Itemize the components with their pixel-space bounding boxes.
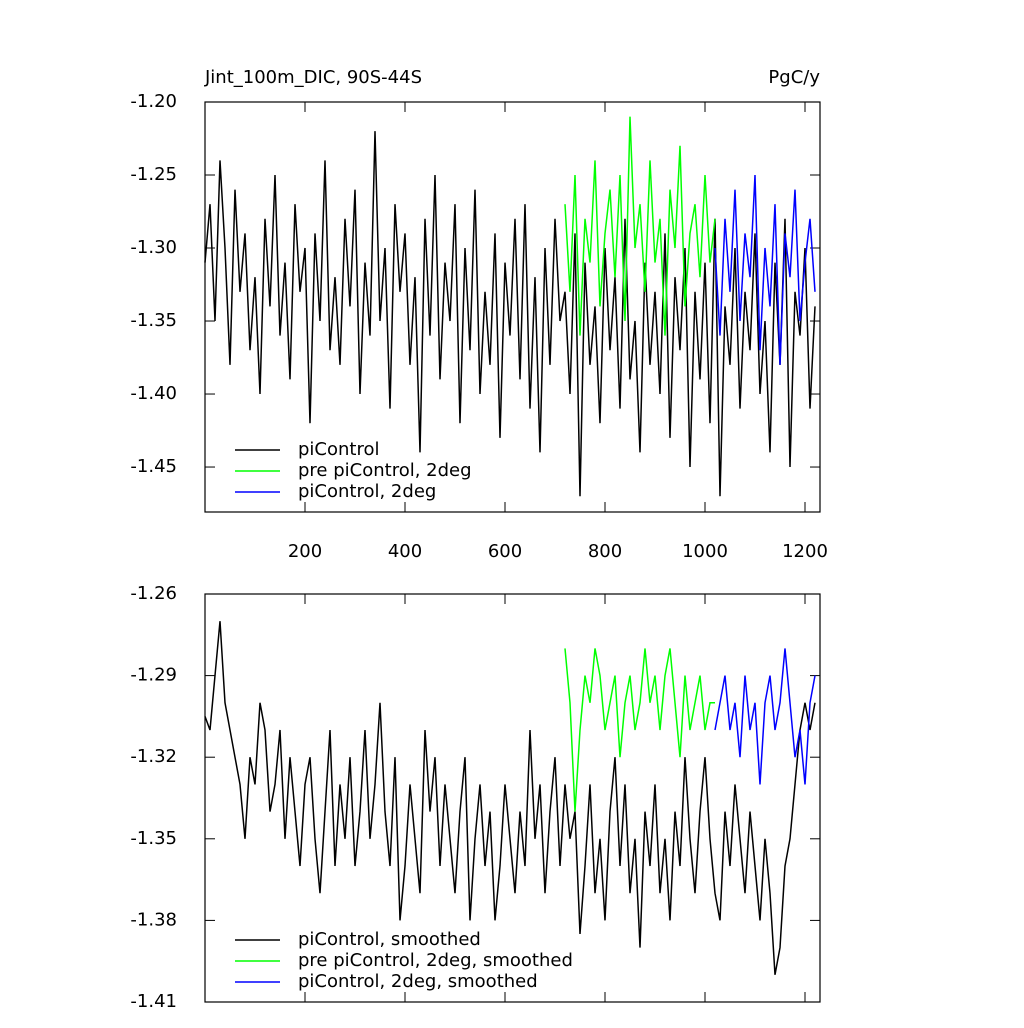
x-tick-label: 1200 bbox=[782, 541, 828, 562]
y-tick-label: -1.35 bbox=[130, 828, 177, 849]
units-label: PgC/y bbox=[768, 67, 820, 88]
x-tick-label: 200 bbox=[288, 541, 322, 562]
data-line bbox=[714, 648, 816, 785]
data-line bbox=[564, 116, 716, 336]
x-tick-label: 800 bbox=[588, 541, 622, 562]
legend-label: piControl, 2deg bbox=[298, 481, 436, 502]
y-tick-label: -1.38 bbox=[130, 909, 177, 930]
x-tick-label: 400 bbox=[388, 541, 422, 562]
y-tick-label: -1.26 bbox=[130, 583, 177, 604]
data-line bbox=[204, 621, 816, 975]
legend-label: piControl, 2deg, smoothed bbox=[298, 971, 538, 992]
y-tick-label: -1.30 bbox=[130, 237, 177, 258]
x-tick-label: 1000 bbox=[682, 541, 728, 562]
y-tick-label: -1.45 bbox=[130, 456, 177, 477]
data-line bbox=[204, 131, 816, 497]
data-line bbox=[714, 174, 816, 365]
x-tick-label: 600 bbox=[488, 541, 522, 562]
legend-label: pre piControl, 2deg, smoothed bbox=[298, 950, 573, 971]
y-tick-label: -1.32 bbox=[130, 746, 177, 767]
legend-label: pre piControl, 2deg bbox=[298, 460, 472, 481]
y-tick-label: -1.20 bbox=[130, 91, 177, 112]
plot-frame bbox=[204, 593, 821, 1003]
legend-label: piControl, smoothed bbox=[298, 929, 481, 950]
y-tick-label: -1.40 bbox=[130, 383, 177, 404]
y-tick-label: -1.35 bbox=[130, 310, 177, 331]
data-line bbox=[564, 648, 715, 812]
legend-label: piControl bbox=[298, 439, 380, 460]
y-tick-label: -1.41 bbox=[130, 991, 177, 1012]
y-tick-label: -1.25 bbox=[130, 164, 177, 185]
y-tick-label: -1.29 bbox=[130, 665, 177, 686]
plot-frame bbox=[204, 101, 821, 513]
chart-title: Jint_100m_DIC, 90S-44S bbox=[204, 67, 422, 88]
